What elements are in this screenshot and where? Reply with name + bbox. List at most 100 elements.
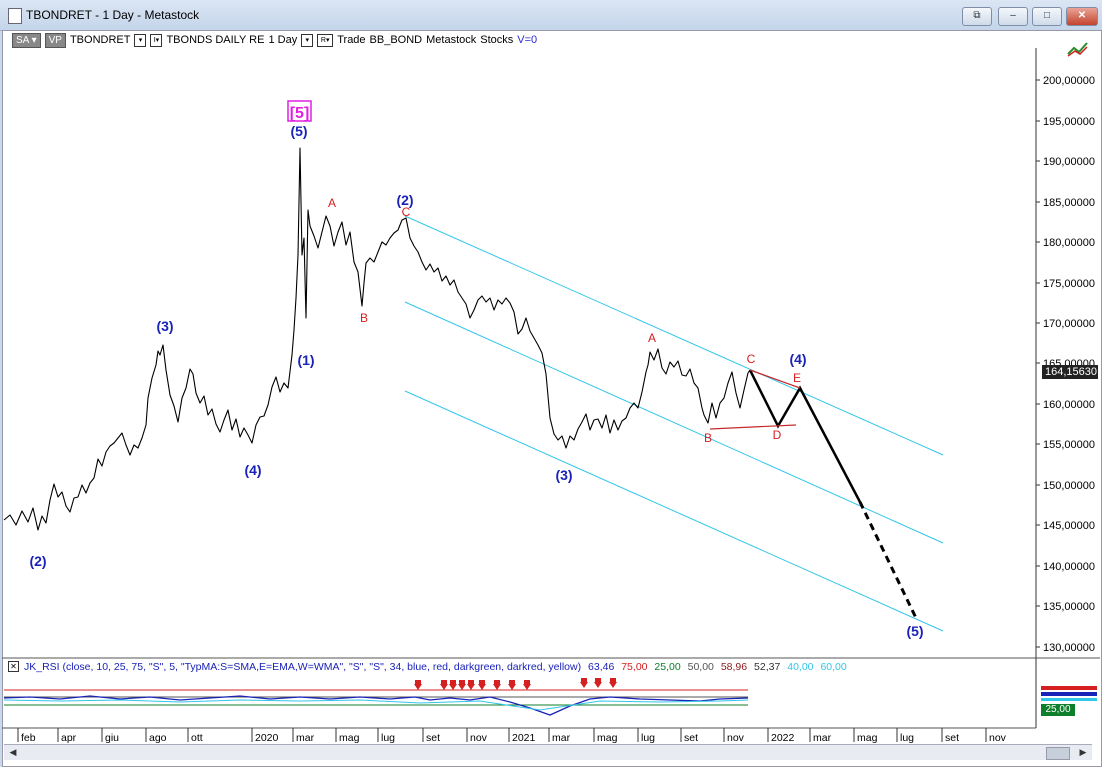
series-label: TBONDS DAILY RE [166,34,265,46]
chart-toolbar: SA ▾ VP TBONDRET ▾ I▾ TBONDS DAILY RE 1 … [4,32,537,48]
channel-middle-line[interactable] [404,301,944,544]
scroll-thumb[interactable] [1046,747,1070,760]
price-tick-150: 150,00000 [1036,480,1095,492]
price-tick-160: 160,00000 [1036,399,1095,411]
sell-arrow [478,680,486,690]
wave-label-b-left: B [360,311,368,325]
time-tick-2021: 2021 [508,728,536,744]
price-label-140: 140,00000 [1043,561,1095,573]
channel-lower-line[interactable] [404,390,944,632]
time-tick-giu: giu [101,728,119,744]
time-tick-mag-2020: mag [335,728,360,744]
scroll-right-icon[interactable]: ▶ [1079,747,1087,757]
time-label-apr: apr [61,732,77,744]
time-tick-feb: feb [17,728,36,744]
time-label-nov: nov [470,732,488,744]
channel-upper-line[interactable] [404,215,944,456]
close-button[interactable]: ✕ [1066,7,1098,26]
horizontal-scrollbar[interactable]: ◀ ▶ [4,744,1092,760]
type-label: Stocks [480,34,514,46]
time-tick-set-2021: set [680,728,698,744]
wave-label-2-right: (2) [396,192,413,208]
sa-button[interactable]: SA ▾ [12,32,41,48]
rsi-signal-tag [1041,698,1097,701]
time-axis: feb apr giu ago ott 2020 mar mag lug set… [17,728,1007,744]
price-label-135: 135,00000 [1043,601,1095,613]
rsi-value-tag [1041,692,1097,696]
wave-label-b-right: B [704,431,712,445]
wave-label-5-top: (5) [290,123,307,139]
maximize-button[interactable]: □ [1032,7,1062,26]
time-label-2021: 2021 [512,732,536,744]
time-label-2020: 2020 [255,732,279,744]
sell-arrow [609,678,617,688]
wave-label-5-target: (5) [906,623,923,639]
sell-arrow [523,680,531,690]
security-picker-icon[interactable]: I▾ [150,33,163,47]
rsi-line [3,695,749,716]
indicator-value-7: 40,00 [787,661,814,673]
time-label-lug: lug [900,732,914,744]
time-label-giu: giu [105,732,119,744]
wave-label-3-left: (3) [156,318,173,334]
symbol-label: TBONDRET [69,34,131,46]
trade-label[interactable]: Trade [337,34,366,46]
scale-icon[interactable] [1066,40,1090,58]
time-tick-mag-2022: mag [853,728,878,744]
time-label-mar: mar [813,732,832,744]
price-label-185: 185,00000 [1043,197,1095,209]
wave-label-box [287,100,312,122]
chart-window[interactable] [2,30,1102,767]
indicator-formula: JK_RSI (close, 10, 25, 75, "S", 5, "TypM… [24,661,582,673]
minimize-button[interactable]: – [998,7,1028,26]
symbol-dropdown-icon[interactable]: ▾ [134,33,147,47]
time-tick-mar-2022: mar [809,728,832,744]
sell-arrow [580,678,588,688]
volume-label: V=0 [517,34,538,46]
time-tick-2022: 2022 [767,728,795,744]
window-title: TBONDRET - 1 Day - Metastock [26,8,200,22]
time-label-mag: mag [857,732,878,744]
time-tick-set-2022: set [941,728,959,744]
price-axis: 200,00000 195,00000 190,00000 185,00000 … [1036,75,1095,654]
wave-label-2-left: (2) [29,553,46,569]
last-price-tag: 164,15630 [1042,365,1098,379]
restore-chart-button[interactable]: ⧉ [962,7,992,26]
wave-label-c-right: C [747,352,756,366]
period-label: 1 Day [268,34,298,46]
indicator-value-6: 52,37 [754,661,781,673]
triangle-upper-line[interactable] [749,369,801,389]
blue-wave-labels: (2) (3) (4) (1) (5) (2) (3) (4) (5) [29,123,923,639]
close-indicator-icon[interactable]: ✕ [8,661,19,672]
account-label: BB_BOND [369,34,423,46]
wave-label-e: E [793,371,801,385]
vp-button[interactable]: VP [44,32,66,48]
scroll-left-icon[interactable]: ◀ [9,747,17,757]
price-tick-130: 130,00000 [1036,642,1095,654]
indicator-value-1: 63,46 [588,661,615,673]
sell-arrow [594,678,602,688]
indicator-value-4: 50,00 [687,661,714,673]
period-dropdown-icon[interactable]: ▾ [301,33,314,47]
indicator-axis-tag: 25,00 [1041,704,1075,716]
refresh-dropdown-icon[interactable]: R▾ [317,33,334,47]
wave-label-c-left: C [402,205,411,219]
wave-label-1: (1) [297,352,314,368]
projection-solid[interactable] [748,369,862,503]
triangle-lower-line[interactable] [709,424,797,430]
price-label-170: 170,00000 [1043,318,1095,330]
rsi-upper-tag [1041,686,1097,690]
time-tick-lug-2022: lug [896,728,914,744]
price-tick-155: 155,00000 [1036,439,1095,451]
projection-dashed[interactable] [858,501,918,619]
indicator-pane [3,678,1097,716]
price-tick-140: 140,00000 [1036,561,1095,573]
indicator-value-5: 58,96 [720,661,748,673]
price-label-195: 195,00000 [1043,116,1095,128]
time-label-set: set [684,732,698,744]
time-label-lug: lug [641,732,655,744]
price-label-180: 180,00000 [1043,237,1095,249]
channel-lines [404,215,944,632]
time-tick-nov-2021: nov [723,728,745,744]
